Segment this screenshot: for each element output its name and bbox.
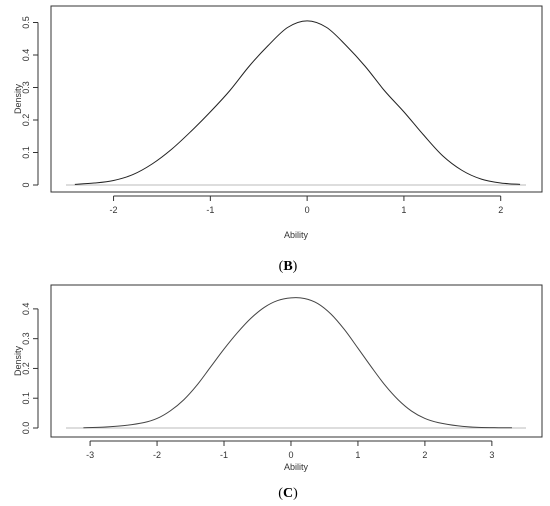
y-tick-label: 0.4	[21, 49, 31, 62]
chart-panel-b: 0 0.1 0.2 0.3 0.4 0.5 -2 -1 0 1 2 Ability Density…	[13, 5, 543, 274]
y-axis-title: Density	[13, 83, 23, 114]
caption-open: (	[278, 486, 283, 501]
plot-frame	[50, 284, 543, 438]
x-tick-label: 1	[355, 450, 360, 460]
x-tick-label: 0	[288, 450, 293, 460]
y-tick-label: 0.4	[21, 303, 31, 316]
x-axis: -2 -1 0 1 2	[110, 195, 503, 215]
y-tick-label: 0.2	[21, 362, 31, 375]
x-tick-label: -1	[206, 205, 214, 215]
y-tick-label: 0.1	[21, 392, 31, 405]
x-axis-title: Ability	[284, 230, 309, 240]
density-curve	[83, 297, 512, 429]
y-tick-label: 0.2	[21, 114, 31, 127]
y-tick-label: 0.0	[21, 422, 31, 435]
caption-letter: C	[283, 486, 293, 501]
y-axis: 0.0 0.1 0.2 0.3 0.4	[21, 303, 39, 435]
x-tick-label: -2	[153, 450, 161, 460]
y-axis-title: Density	[13, 345, 23, 376]
x-tick-label: 1	[401, 205, 406, 215]
caption-open: (	[279, 259, 284, 274]
panel-caption: (C)	[278, 486, 298, 501]
x-tick-label: 0	[305, 205, 310, 215]
x-tick-label: 2	[422, 450, 427, 460]
x-axis: -3 -2 -1 0 1 2 3	[86, 440, 494, 460]
y-tick-label: 0	[21, 182, 31, 187]
x-tick-label: -1	[220, 450, 228, 460]
chart-panel-c: 0.0 0.1 0.2 0.3 0.4 -3 -2 -1 0 1 2 3 Ability Densi…	[13, 284, 543, 501]
x-tick-label: 3	[489, 450, 494, 460]
y-tick-label: 0.5	[21, 16, 31, 29]
x-axis-title: Ability	[284, 462, 309, 472]
y-axis: 0 0.1 0.2 0.3 0.4 0.5	[21, 16, 39, 188]
y-tick-label: 0.3	[21, 332, 31, 345]
density-curve	[74, 20, 521, 185]
panel-caption: (B)	[279, 259, 298, 274]
y-tick-label: 0.1	[21, 146, 31, 159]
caption-letter: B	[283, 259, 292, 274]
x-tick-label: -2	[110, 205, 118, 215]
caption-close: )	[293, 486, 298, 501]
caption-close: )	[293, 259, 298, 274]
x-tick-label: 2	[498, 205, 503, 215]
x-tick-label: -3	[86, 450, 94, 460]
plot-frame	[50, 5, 543, 193]
y-tick-label: 0.3	[21, 81, 31, 94]
